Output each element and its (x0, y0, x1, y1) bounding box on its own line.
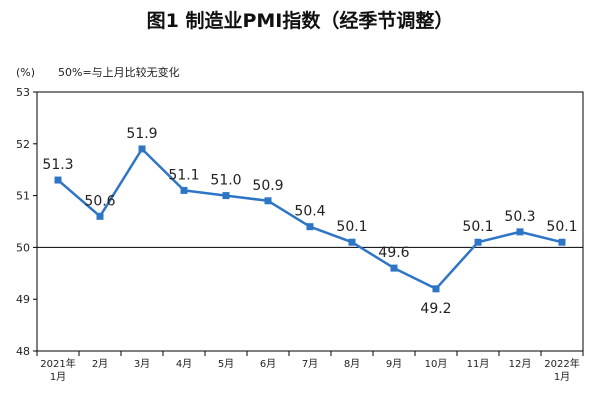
data-label: 50.1 (462, 219, 493, 235)
data-label: 49.6 (378, 245, 409, 261)
data-point (222, 192, 230, 200)
data-label: 51.1 (168, 167, 199, 183)
data-point (558, 238, 566, 246)
data-label: 50.4 (294, 204, 325, 220)
data-label: 50.3 (504, 209, 535, 225)
series-pmi (54, 145, 566, 293)
data-point (474, 238, 482, 246)
y-tick-label: 52 (16, 138, 30, 151)
data-point (432, 285, 440, 293)
chart-title: 图1 制造业PMI指数（经季节调整） (147, 9, 454, 32)
y-tick-label: 48 (16, 345, 30, 358)
axes (33, 91, 584, 356)
x-tick-label: 2月 (92, 358, 108, 370)
y-tick-label: 53 (16, 86, 30, 99)
y-tick-label: 49 (16, 293, 30, 306)
data-point (390, 264, 398, 272)
x-tick-label: 2022年 (544, 357, 579, 370)
data-label: 50.9 (252, 178, 283, 194)
x-tick-label: 9月 (386, 358, 402, 370)
x-tick-label: 11月 (467, 358, 490, 370)
x-tick-label: 10月 (425, 358, 448, 370)
x-tick-label: 4月 (176, 358, 192, 370)
data-point (306, 223, 314, 231)
y-tick-label: 51 (16, 190, 30, 203)
data-label: 51.9 (126, 126, 157, 142)
data-label: 51.3 (42, 157, 73, 173)
data-point (138, 145, 146, 153)
x-tick-label: 1月 (50, 371, 66, 383)
data-label: 50.1 (336, 219, 367, 235)
data-point (180, 186, 188, 194)
annotation-note: 50%=与上月比较无变化 (58, 65, 180, 79)
x-tick-label: 2021年 (40, 357, 75, 370)
x-tick-label: 8月 (344, 358, 360, 370)
y-tick-label: 50 (16, 241, 30, 254)
data-point (348, 238, 356, 246)
x-tick-label: 1月 (554, 371, 570, 383)
data-point (264, 197, 272, 205)
data-label: 51.0 (210, 173, 241, 189)
x-tick-label: 3月 (134, 358, 150, 370)
x-tick-label: 7月 (302, 358, 318, 370)
data-label: 49.2 (420, 301, 451, 317)
data-point (516, 228, 524, 236)
y-axis-unit: (%) (16, 66, 35, 79)
data-label: 50.1 (546, 219, 577, 235)
data-label: 50.6 (84, 193, 115, 209)
data-point (54, 176, 62, 184)
x-tick-label: 6月 (260, 358, 276, 370)
x-tick-label: 12月 (509, 358, 532, 370)
x-tick-label: 5月 (218, 358, 234, 370)
data-point (96, 212, 104, 220)
y-tick-labels: 48 49 50 51 52 53 (16, 86, 30, 358)
plot-frame (36, 91, 584, 352)
data-labels: 51.3 50.6 51.9 51.1 51.0 50.9 50.4 50.1 49.6 49.2… (42, 126, 577, 317)
